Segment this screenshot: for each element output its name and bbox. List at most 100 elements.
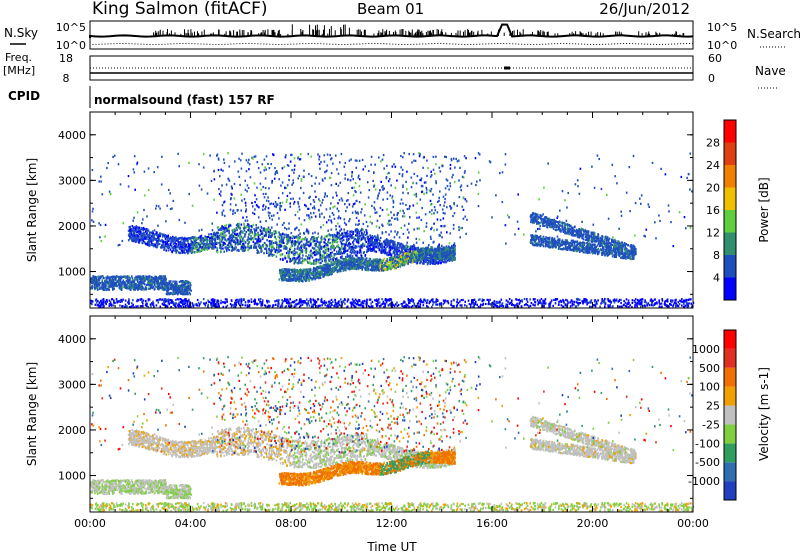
power-cell — [208, 243, 210, 246]
power-cell — [274, 250, 277, 254]
power-cell — [149, 275, 151, 278]
power-cell — [385, 268, 387, 271]
power-cell — [248, 245, 251, 248]
power-cell — [324, 238, 327, 241]
power-cell — [306, 275, 309, 278]
power-cell — [157, 281, 159, 285]
power-cell — [181, 238, 183, 241]
power-cell — [186, 237, 188, 240]
power-cell — [132, 231, 135, 234]
power-cell — [167, 245, 170, 248]
power-cell — [104, 279, 107, 282]
power-cell — [125, 284, 127, 287]
power-cell — [264, 231, 267, 234]
power-cell — [300, 240, 303, 243]
power-cell — [377, 246, 379, 249]
power-cell — [364, 264, 366, 267]
power-cell — [256, 238, 258, 241]
power-cell — [295, 257, 298, 260]
power-cell — [112, 288, 114, 291]
power-cell — [287, 274, 289, 277]
power-cell — [265, 234, 267, 237]
power-cell — [177, 293, 179, 296]
power-cell — [446, 257, 449, 260]
power-cell — [300, 269, 303, 272]
power-cell — [178, 287, 181, 290]
power-cell — [331, 243, 334, 246]
power-cell — [335, 239, 337, 242]
power-cell — [226, 249, 228, 253]
power-cell — [205, 237, 208, 240]
power-cell — [277, 235, 279, 238]
power-cell — [230, 243, 233, 246]
power-cell — [271, 253, 273, 256]
power-cell — [238, 224, 241, 227]
power-cell — [195, 244, 197, 247]
power-cell — [248, 224, 250, 227]
power-cell — [183, 249, 186, 252]
power-cell — [388, 247, 390, 250]
power-cell — [433, 251, 436, 254]
power-cell — [270, 248, 273, 251]
power-cell — [161, 284, 163, 287]
power-cell — [184, 290, 187, 293]
power-cell — [451, 253, 454, 256]
power-cell — [322, 245, 325, 249]
power-cell — [210, 243, 212, 246]
power-cell — [291, 237, 294, 240]
power-cell — [165, 288, 167, 291]
power-cell — [119, 279, 122, 282]
power-cell — [371, 235, 374, 238]
power-cell — [121, 286, 123, 289]
nsky-spikes — [153, 24, 685, 36]
power-cell — [372, 246, 374, 249]
power-cell — [422, 255, 425, 258]
power-cell — [94, 275, 96, 278]
power-cell — [125, 287, 128, 290]
power-cell — [125, 279, 128, 282]
power-cell — [256, 227, 259, 230]
power-cell — [376, 265, 378, 268]
power-cell — [132, 238, 135, 241]
power-cell — [311, 272, 314, 275]
power-cell — [242, 236, 244, 239]
power-cell — [381, 247, 384, 250]
power-cell — [283, 233, 286, 236]
power-cell — [344, 244, 347, 247]
power-cell — [441, 248, 443, 251]
power-cell — [162, 242, 165, 245]
power-cell — [423, 250, 425, 253]
power-cell — [241, 249, 244, 252]
power-cell — [236, 223, 239, 226]
power-cell — [234, 233, 236, 236]
power-cell — [186, 293, 188, 296]
power-cell — [425, 252, 427, 255]
power-cell — [230, 239, 233, 242]
power-cell — [399, 258, 402, 261]
power-cell — [141, 232, 143, 235]
power-cell — [289, 268, 292, 271]
power-cell — [253, 246, 255, 249]
power-cell — [450, 251, 453, 254]
power-cell — [169, 248, 172, 251]
power-cell — [315, 262, 317, 265]
power-cell — [214, 241, 217, 244]
power-cell — [134, 288, 136, 291]
power-cell — [194, 241, 197, 244]
power-cell — [340, 257, 343, 260]
power-cell — [275, 248, 277, 251]
power-cell — [429, 252, 431, 255]
power-cell — [267, 254, 270, 257]
power-cell — [358, 245, 360, 248]
power-cell — [234, 229, 236, 232]
power-cell — [306, 240, 309, 244]
power-cell — [259, 228, 262, 231]
power-cell — [308, 268, 311, 271]
power-cell — [163, 288, 166, 291]
power-cell — [368, 238, 371, 241]
power-cell — [323, 253, 325, 256]
power-cell — [411, 253, 413, 256]
power-cell — [331, 272, 333, 275]
power-cell — [382, 260, 385, 264]
power-cell — [309, 244, 312, 247]
